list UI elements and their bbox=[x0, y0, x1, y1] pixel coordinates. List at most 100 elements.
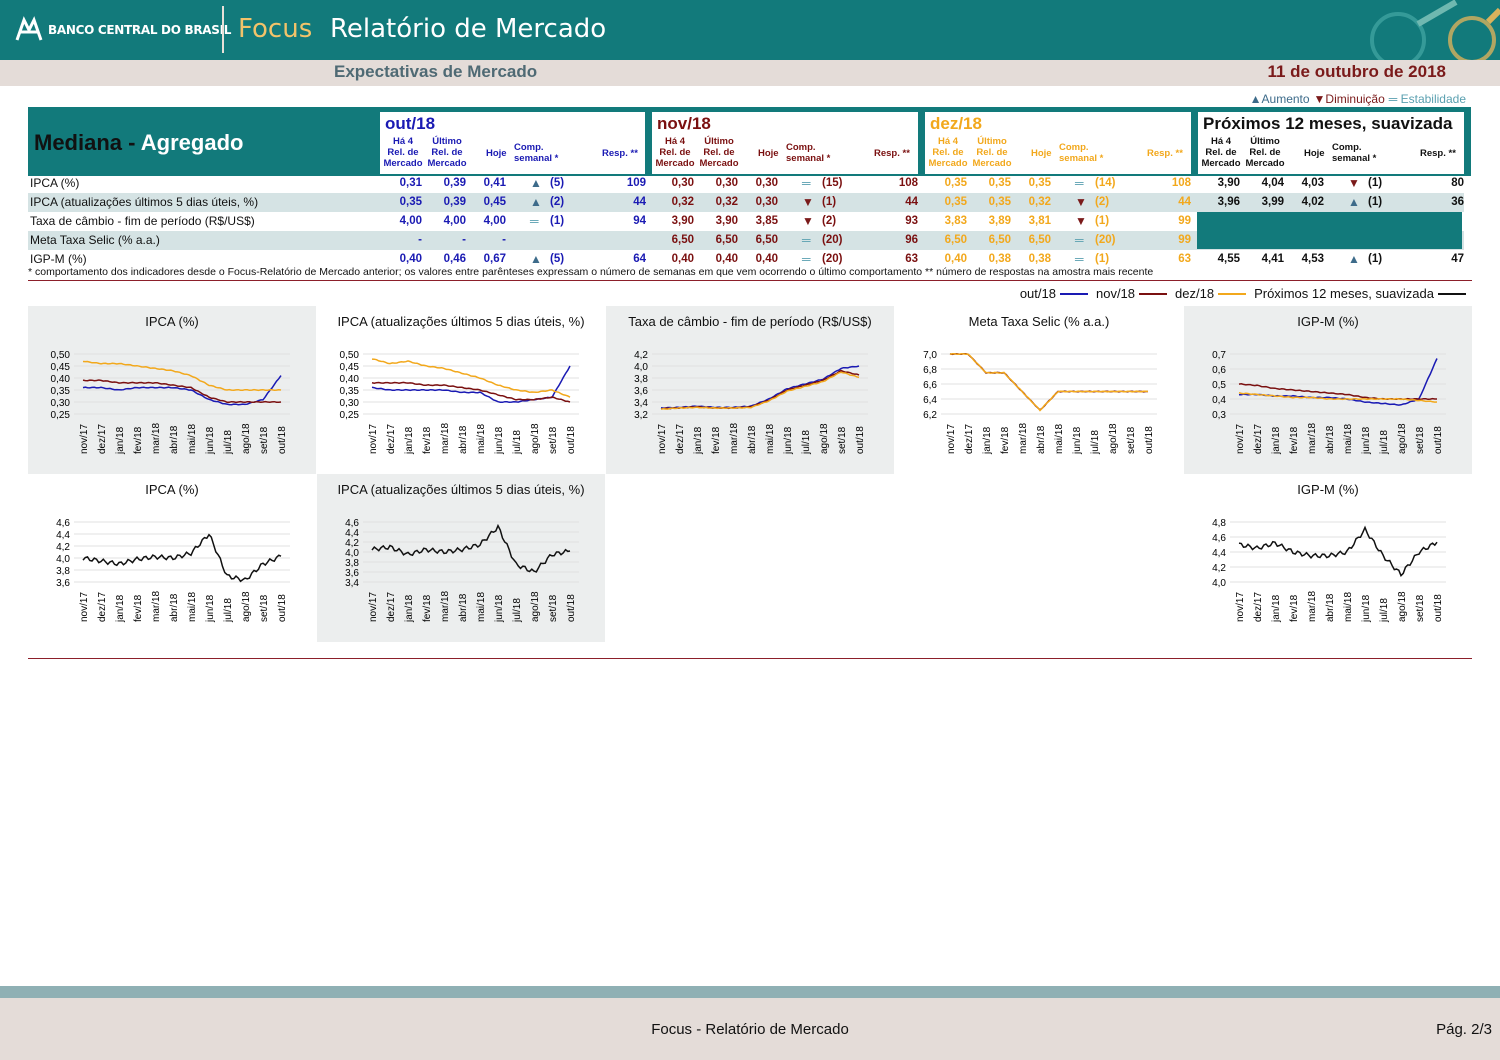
table-cell: 4,53 bbox=[1301, 253, 1324, 265]
x-tick-label: jul/18 bbox=[223, 598, 234, 623]
y-tick-label: 0,25 bbox=[340, 410, 360, 421]
table-row: Taxa de câmbio - fim de período (R$/US$)… bbox=[28, 212, 1464, 231]
x-tick-label: jan/18 bbox=[115, 426, 126, 455]
line-chart: IPCA (%) 0,50 0,45 0,40 0,35 0,30 0,25 nov/17 de… bbox=[28, 306, 316, 474]
table-cell: (1) bbox=[550, 215, 565, 227]
row-label: IGP-M (%) bbox=[30, 252, 87, 266]
table-cell: 6,50 bbox=[944, 234, 967, 246]
table-cell: 0,35 bbox=[1028, 177, 1051, 189]
x-tick-label: out/18 bbox=[1144, 426, 1155, 454]
table-cell: 0,40 bbox=[671, 253, 694, 265]
table-cell: 80 bbox=[1451, 177, 1464, 189]
y-tick-label: 4,0 bbox=[1212, 578, 1226, 589]
y-tick-label: 4,6 bbox=[56, 518, 70, 529]
trend-arrow-icon: ═ bbox=[1075, 176, 1084, 190]
y-tick-label: 4,0 bbox=[634, 362, 648, 373]
column-header-line: Há 4 bbox=[664, 136, 686, 147]
y-tick-label: 0,30 bbox=[340, 398, 360, 409]
x-tick-label: set/18 bbox=[1415, 594, 1426, 622]
table-cell: 4,41 bbox=[1261, 253, 1284, 265]
table-cell: 3,89 bbox=[988, 215, 1011, 227]
table-cell: 6,50 bbox=[988, 234, 1011, 246]
chart-title: IPCA (atualizações últimos 5 dias úteis,… bbox=[337, 314, 585, 329]
magnifier-decoration-icon bbox=[1370, 0, 1500, 60]
table-cell: 96 bbox=[905, 234, 918, 246]
y-tick-label: 0,40 bbox=[51, 374, 71, 385]
table-cell: - bbox=[418, 234, 422, 246]
trend-arrow-icon: ▲ bbox=[530, 195, 542, 209]
table-row: IPCA (%) 0,31 0,39 0,41 ▲ (5) 109 0,30 0,30 0,30 ═… bbox=[28, 174, 1464, 193]
table-cell: 0,40 bbox=[944, 253, 967, 265]
legend-nov-line bbox=[1139, 292, 1168, 295]
column-header-line: Último bbox=[977, 136, 1007, 147]
x-tick-label: mai/18 bbox=[187, 424, 198, 454]
table-cell: 0,32 bbox=[671, 196, 694, 208]
section-title: out/18 bbox=[385, 114, 436, 133]
column-header-line: Mercado bbox=[1201, 158, 1241, 169]
x-tick-label: mai/18 bbox=[476, 592, 487, 622]
x-tick-label: jan/18 bbox=[1271, 426, 1282, 455]
table-cell: 6,50 bbox=[755, 234, 778, 246]
row-label: Taxa de câmbio - fim de período (R$/US$) bbox=[30, 214, 255, 228]
y-tick-label: 3,6 bbox=[345, 568, 359, 579]
x-tick-label: mar/18 bbox=[151, 590, 162, 622]
bank-emblem-icon bbox=[15, 16, 43, 41]
empty-teal-block bbox=[1197, 212, 1462, 249]
x-tick-label: jan/18 bbox=[693, 426, 704, 455]
x-tick-label: set/18 bbox=[548, 594, 559, 622]
x-tick-label: abr/18 bbox=[458, 593, 469, 622]
table-cell: 0,35 bbox=[399, 196, 422, 208]
table-cell: 3,83 bbox=[944, 215, 967, 227]
legend-out: out/18 bbox=[1019, 286, 1056, 301]
legend-dez-line bbox=[1218, 292, 1247, 295]
trend-arrow-icon: ═ bbox=[802, 252, 811, 266]
table-cell: (1) bbox=[1095, 215, 1110, 227]
table-cell: 3,90 bbox=[671, 215, 694, 227]
table-cell: 4,03 bbox=[1301, 177, 1324, 189]
x-tick-label: ago/18 bbox=[241, 591, 252, 622]
y-tick-label: 0,45 bbox=[51, 362, 71, 373]
table-cell: 0,67 bbox=[483, 253, 506, 265]
legend-p12-line bbox=[1438, 292, 1466, 295]
x-tick-label: jul/18 bbox=[1379, 430, 1390, 455]
column-header-line: Último bbox=[432, 136, 462, 147]
y-tick-label: 4,2 bbox=[56, 542, 70, 553]
table-cell: 0,38 bbox=[1028, 253, 1051, 265]
trend-arrow-icon: ▼ bbox=[802, 214, 814, 228]
divider-line-bottom bbox=[28, 658, 1472, 659]
column-header: Último Rel. de Mercado bbox=[969, 136, 1015, 169]
table-cell: (5) bbox=[550, 177, 565, 189]
x-tick-label: ago/18 bbox=[819, 423, 830, 454]
table-cell: 6,50 bbox=[1028, 234, 1051, 246]
y-tick-label: 0,50 bbox=[51, 350, 71, 361]
table-cell: 0,32 bbox=[1028, 196, 1051, 208]
column-header-line: Rel. de bbox=[659, 147, 691, 158]
chart-svg: 0,7 0,6 0,5 0,4 0,3 nov/17 dez/17 jan/18 fev/18 m… bbox=[1212, 350, 1446, 455]
legend-p12: Próximos 12 meses, suavizada bbox=[1254, 286, 1434, 301]
table-cell: 6,50 bbox=[671, 234, 694, 246]
chart-svg: 0,500,450,400,350,300,25 nov/17 dez/17 jan/… bbox=[51, 350, 290, 455]
trend-arrow-icon: ═ bbox=[1075, 252, 1084, 266]
x-tick-label: out/18 bbox=[566, 594, 577, 622]
legend-stable: ═ Estabilidade bbox=[1388, 92, 1466, 106]
y-tick-label: 0,30 bbox=[51, 398, 71, 409]
x-tick-label: jun/18 bbox=[1361, 426, 1372, 455]
x-tick-label: ago/18 bbox=[530, 591, 541, 622]
table-cell: 63 bbox=[905, 253, 918, 265]
x-tick-label: fev/18 bbox=[133, 594, 144, 622]
table-cell: (20) bbox=[822, 253, 843, 265]
table-cell: 0,45 bbox=[483, 196, 506, 208]
x-tick-label: fev/18 bbox=[1289, 426, 1300, 454]
series-line bbox=[82, 533, 282, 583]
trend-arrow-icon: ═ bbox=[530, 214, 539, 228]
y-tick-label: 3,2 bbox=[634, 410, 648, 421]
y-tick-label: 0,6 bbox=[1212, 365, 1226, 376]
y-tick-label: 4,4 bbox=[345, 528, 359, 539]
x-tick-label: dez/17 bbox=[97, 424, 108, 454]
x-tick-label: mar/18 bbox=[729, 422, 740, 454]
x-tick-label: mai/18 bbox=[1343, 424, 1354, 454]
table-cell: 0,35 bbox=[944, 196, 967, 208]
x-tick-label: out/18 bbox=[1433, 594, 1444, 622]
x-tick-label: dez/17 bbox=[964, 424, 975, 454]
table-cell: 0,32 bbox=[715, 196, 738, 208]
